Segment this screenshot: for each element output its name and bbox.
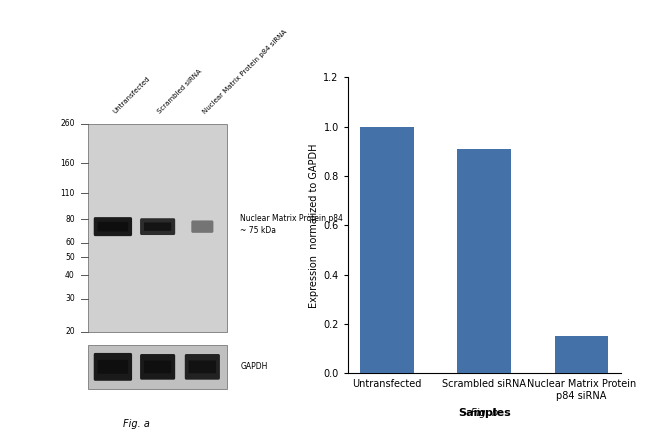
FancyBboxPatch shape [188, 361, 216, 373]
Text: Nuclear Matrix Protein p84 siRNA: Nuclear Matrix Protein p84 siRNA [202, 29, 288, 115]
Text: 110: 110 [60, 189, 75, 198]
Bar [555, 336, 608, 373]
Text: 60: 60 [65, 238, 75, 247]
Text: 260: 260 [60, 119, 75, 128]
FancyBboxPatch shape [191, 221, 213, 233]
FancyBboxPatch shape [144, 222, 172, 231]
Text: 40: 40 [65, 271, 75, 280]
Text: Fig. b: Fig. b [471, 408, 498, 418]
Bar [88, 345, 227, 389]
FancyBboxPatch shape [98, 360, 128, 374]
Text: 160: 160 [60, 159, 75, 168]
FancyBboxPatch shape [140, 354, 176, 380]
FancyBboxPatch shape [144, 361, 172, 373]
Text: 80: 80 [65, 215, 75, 224]
FancyBboxPatch shape [94, 353, 132, 381]
Bar [88, 124, 227, 332]
Text: 50: 50 [65, 253, 75, 262]
X-axis label: Samples: Samples [458, 408, 511, 418]
Text: Fig. a: Fig. a [123, 419, 150, 429]
Text: 20: 20 [65, 327, 75, 336]
FancyBboxPatch shape [185, 354, 220, 380]
Y-axis label: Expression  normalized to GAPDH: Expression normalized to GAPDH [309, 143, 319, 308]
Text: Untransfected: Untransfected [112, 76, 151, 115]
Bar [458, 149, 511, 373]
Text: Scrambled siRNA: Scrambled siRNA [157, 69, 203, 115]
FancyBboxPatch shape [94, 217, 132, 236]
FancyBboxPatch shape [140, 218, 176, 235]
Text: Nuclear Matrix Protein p84
~ 75 kDa: Nuclear Matrix Protein p84 ~ 75 kDa [240, 214, 343, 235]
Bar [360, 127, 413, 373]
FancyBboxPatch shape [98, 222, 128, 232]
Text: GAPDH: GAPDH [240, 362, 268, 371]
Text: 30: 30 [65, 294, 75, 303]
